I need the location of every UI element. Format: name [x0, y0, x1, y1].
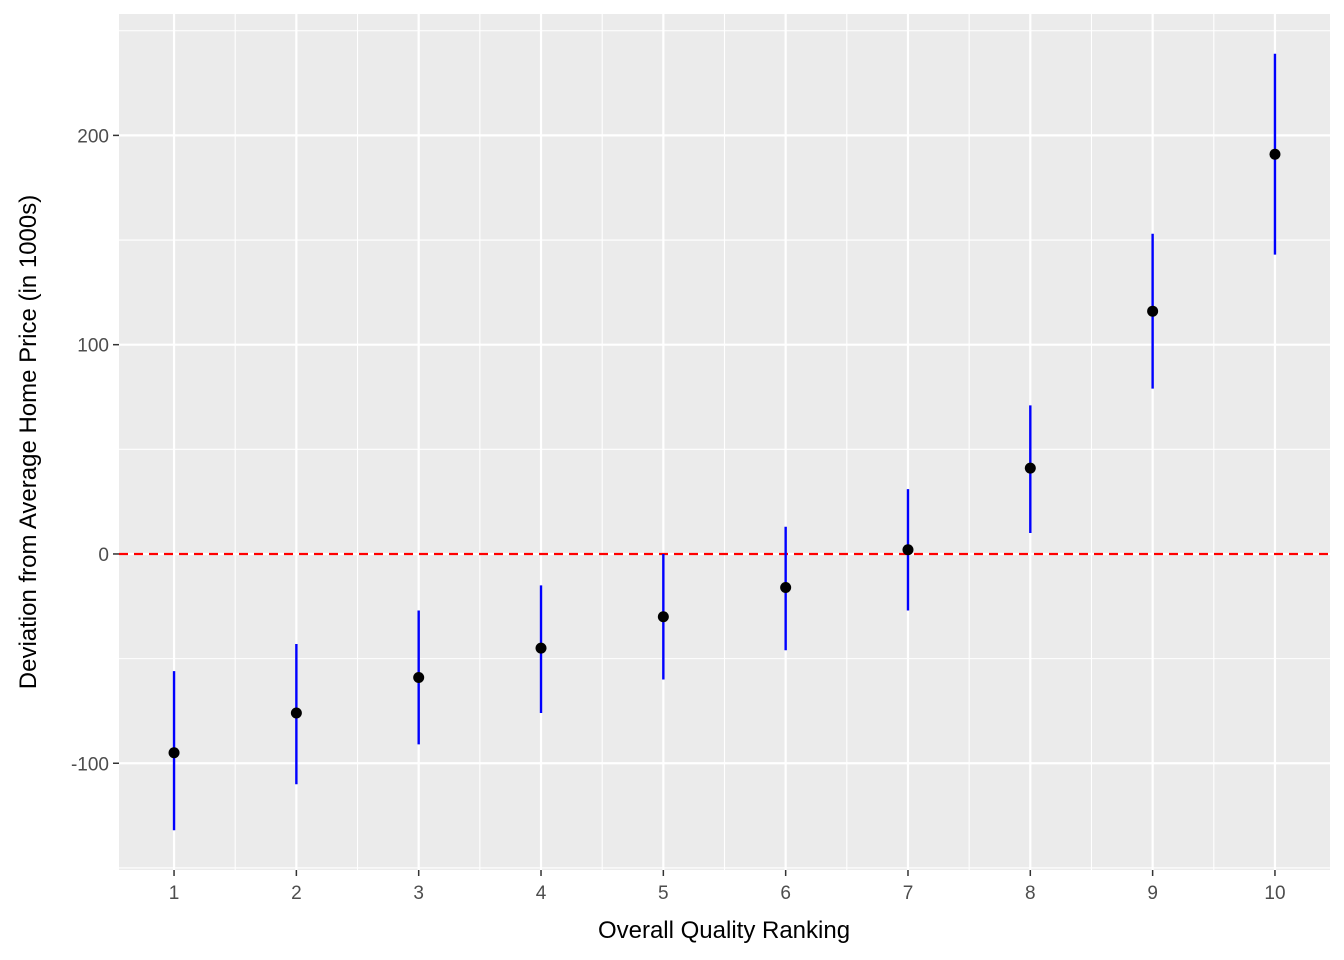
x-tick-label: 4 — [536, 883, 547, 904]
grid-minor — [119, 14, 1330, 870]
data-point — [413, 671, 425, 683]
data-point — [657, 611, 669, 623]
data-point — [902, 544, 914, 556]
data-point — [168, 747, 180, 759]
x-tick-label: 2 — [291, 883, 302, 904]
x-tick-label: 5 — [658, 883, 669, 904]
data-point — [1147, 305, 1159, 317]
x-tick-label: 1 — [169, 883, 180, 904]
data-points — [168, 148, 1281, 759]
x-tick-label: 3 — [413, 883, 424, 904]
data-point — [1024, 462, 1036, 474]
x-tick-label: 8 — [1025, 883, 1036, 904]
y-tick-label: -100 — [71, 754, 109, 775]
x-axis-title: Overall Quality Ranking — [598, 917, 850, 944]
axis-ticks — [113, 134, 1276, 876]
y-tick-label: 0 — [98, 545, 109, 566]
data-point — [290, 707, 302, 719]
tick-labels: 1 2 3 4 5 6 7 8 9 10 -100 0 100 200 — [71, 126, 1286, 904]
y-axis-title: Deviation from Average Home Price (in 10… — [15, 195, 42, 689]
x-tick-label: 7 — [903, 883, 914, 904]
data-point — [535, 642, 547, 654]
x-tick-label: 10 — [1264, 883, 1285, 904]
x-tick-label: 6 — [780, 883, 791, 904]
y-tick-label: 200 — [77, 126, 109, 147]
x-tick-label: 9 — [1147, 883, 1158, 904]
data-point — [780, 581, 792, 593]
y-tick-label: 100 — [77, 336, 109, 357]
data-point — [1269, 148, 1281, 160]
